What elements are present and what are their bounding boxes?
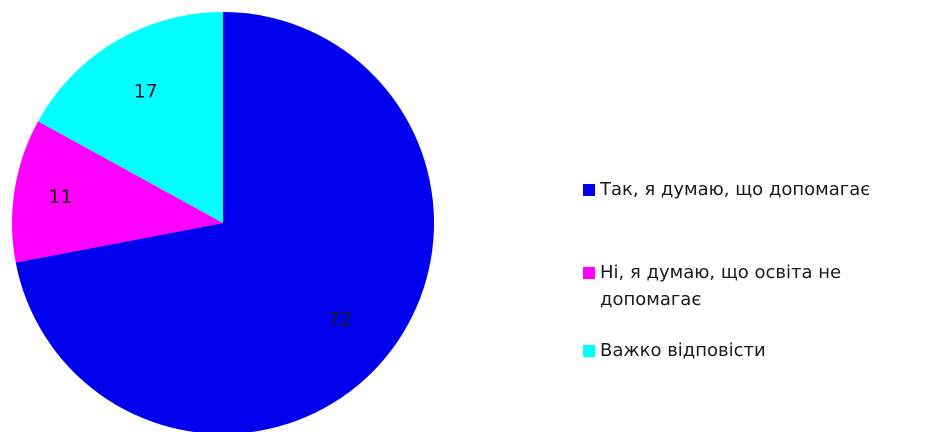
pie-data-label: 11: [48, 186, 72, 208]
legend-item: Ні, я думаю, що освіта не допомагає: [583, 259, 923, 313]
legend-swatch: [583, 345, 595, 357]
pie-slice: [11, 121, 223, 263]
pie-slice: [15, 12, 434, 432]
legend-swatch: [583, 267, 595, 279]
pie-data-labels: 72 11 17: [48, 81, 352, 331]
legend-item: Так, я думаю, що допомагає: [583, 176, 923, 203]
pie-data-label: 17: [134, 81, 158, 103]
legend-item: Важко відповісти: [583, 337, 923, 364]
pie-data-label: 72: [328, 308, 352, 330]
legend-label: Важко відповісти: [600, 340, 766, 361]
legend-label: Так, я думаю, що допомагає: [600, 179, 871, 200]
legend-label: Ні, я думаю, що освіта не допомагає: [600, 262, 842, 310]
legend-swatch: [583, 184, 595, 196]
pie-slices: [11, 12, 434, 432]
chart-legend: Так, я думаю, що допомагає Ні, я думаю, …: [583, 176, 923, 364]
pie-slice: [38, 12, 223, 223]
